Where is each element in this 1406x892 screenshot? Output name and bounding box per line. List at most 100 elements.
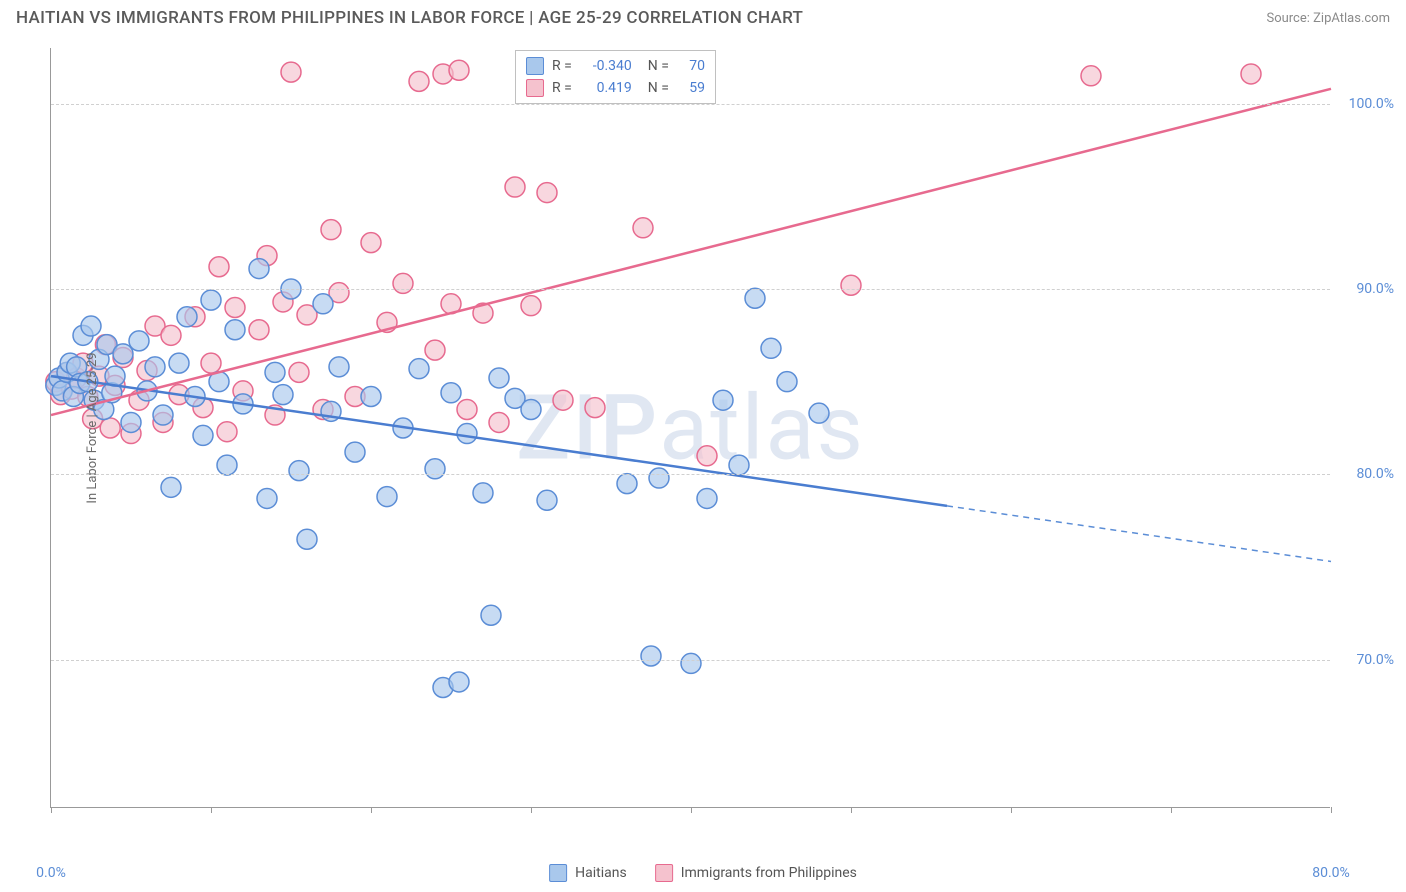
scatter-point-philippines — [1081, 66, 1101, 86]
stats-row-haitians: R = -0.340 N = 70 — [526, 55, 705, 77]
scatter-point-philippines — [409, 71, 429, 91]
scatter-point-haitians — [489, 368, 509, 388]
scatter-point-philippines — [841, 275, 861, 295]
scatter-point-haitians — [145, 357, 165, 377]
swatch-blue-icon — [549, 864, 567, 882]
scatter-point-philippines — [457, 399, 477, 419]
chart-title: HAITIAN VS IMMIGRANTS FROM PHILIPPINES I… — [16, 8, 803, 28]
n-value-philippines: 59 — [677, 80, 705, 96]
scatter-point-haitians — [713, 390, 733, 410]
scatter-point-haitians — [457, 424, 477, 444]
scatter-point-haitians — [153, 405, 173, 425]
r-value-haitians: -0.340 — [580, 58, 632, 74]
scatter-point-philippines — [697, 446, 717, 466]
scatter-point-philippines — [225, 298, 245, 318]
scatter-point-philippines — [489, 412, 509, 432]
scatter-point-haitians — [217, 455, 237, 475]
scatter-point-philippines — [161, 325, 181, 345]
legend-label: Immigrants from Philippines — [681, 865, 857, 881]
y-tick-label: 100.0% — [1349, 96, 1394, 112]
scatter-point-philippines — [1241, 64, 1261, 84]
y-tick-label: 90.0% — [1356, 281, 1394, 297]
scatter-point-haitians — [521, 399, 541, 419]
chart-area: ZIPatlas In Labor Force | Age 25-29 R = … — [50, 48, 1330, 808]
scatter-point-haitians — [641, 646, 661, 666]
x-tick — [1331, 807, 1332, 813]
scatter-point-haitians — [193, 425, 213, 445]
scatter-point-philippines — [217, 422, 237, 442]
scatter-point-philippines — [633, 218, 653, 238]
scatter-point-philippines — [281, 62, 301, 82]
scatter-point-philippines — [537, 183, 557, 203]
scatter-point-haitians — [745, 288, 765, 308]
x-tick-label: 0.0% — [36, 865, 66, 881]
legend-item-haitians: Haitians — [549, 864, 627, 882]
scatter-point-philippines — [425, 340, 445, 360]
scatter-point-haitians — [257, 488, 277, 508]
scatter-point-philippines — [321, 220, 341, 240]
r-value-philippines: 0.419 — [580, 80, 632, 96]
x-tick — [531, 807, 532, 813]
gridline — [51, 104, 1330, 105]
scatter-point-haitians — [649, 468, 669, 488]
scatter-point-haitians — [481, 605, 501, 625]
scatter-point-haitians — [697, 488, 717, 508]
scatter-point-haitians — [297, 529, 317, 549]
scatter-point-haitians — [225, 320, 245, 340]
scatter-point-philippines — [249, 320, 269, 340]
scatter-point-philippines — [393, 273, 413, 293]
x-tick — [371, 807, 372, 813]
scatter-point-haitians — [409, 359, 429, 379]
scatter-point-haitians — [377, 487, 397, 507]
scatter-point-haitians — [681, 653, 701, 673]
scatter-point-haitians — [121, 412, 141, 432]
scatter-point-haitians — [361, 386, 381, 406]
y-axis-label: In Labor Force | Age 25-29 — [85, 352, 100, 503]
scatter-point-haitians — [809, 403, 829, 423]
chart-source: Source: ZipAtlas.com — [1266, 11, 1390, 26]
scatter-point-haitians — [273, 385, 293, 405]
scatter-point-haitians — [473, 483, 493, 503]
swatch-pink-icon — [526, 79, 544, 97]
scatter-point-philippines — [585, 398, 605, 418]
scatter-point-haitians — [329, 357, 349, 377]
scatter-point-philippines — [100, 418, 120, 438]
swatch-blue-icon — [526, 57, 544, 75]
scatter-point-haitians — [617, 474, 637, 494]
scatter-point-haitians — [729, 455, 749, 475]
scatter-point-philippines — [361, 233, 381, 253]
scatter-point-haitians — [777, 372, 797, 392]
scatter-point-haitians — [201, 290, 221, 310]
x-tick — [51, 807, 52, 813]
gridline — [51, 660, 1330, 661]
x-tick — [1011, 807, 1012, 813]
scatter-point-haitians — [345, 442, 365, 462]
correlation-stats-box: R = -0.340 N = 70 R = 0.419 N = 59 — [515, 50, 716, 104]
scatter-point-haitians — [81, 316, 101, 336]
trend-line-haitians — [51, 376, 947, 506]
scatter-point-haitians — [289, 461, 309, 481]
x-tick — [691, 807, 692, 813]
scatter-point-haitians — [249, 259, 269, 279]
x-tick — [211, 807, 212, 813]
scatter-point-haitians — [425, 459, 445, 479]
scatter-point-haitians — [761, 338, 781, 358]
y-tick-label: 70.0% — [1356, 652, 1394, 668]
scatter-plot — [51, 48, 1330, 807]
swatch-pink-icon — [655, 864, 673, 882]
scatter-point-haitians — [177, 307, 197, 327]
scatter-point-philippines — [505, 177, 525, 197]
y-tick-label: 80.0% — [1356, 466, 1394, 482]
x-tick — [1171, 807, 1172, 813]
scatter-point-philippines — [201, 353, 221, 373]
gridline — [51, 474, 1330, 475]
scatter-point-haitians — [161, 477, 181, 497]
trend-line-philippines — [51, 89, 1331, 415]
trend-line-haitians-extrapolated — [947, 506, 1331, 562]
scatter-point-haitians — [265, 362, 285, 382]
scatter-point-haitians — [313, 294, 333, 314]
scatter-point-haitians — [113, 344, 133, 364]
x-tick — [851, 807, 852, 813]
scatter-point-philippines — [521, 296, 541, 316]
scatter-point-haitians — [441, 383, 461, 403]
